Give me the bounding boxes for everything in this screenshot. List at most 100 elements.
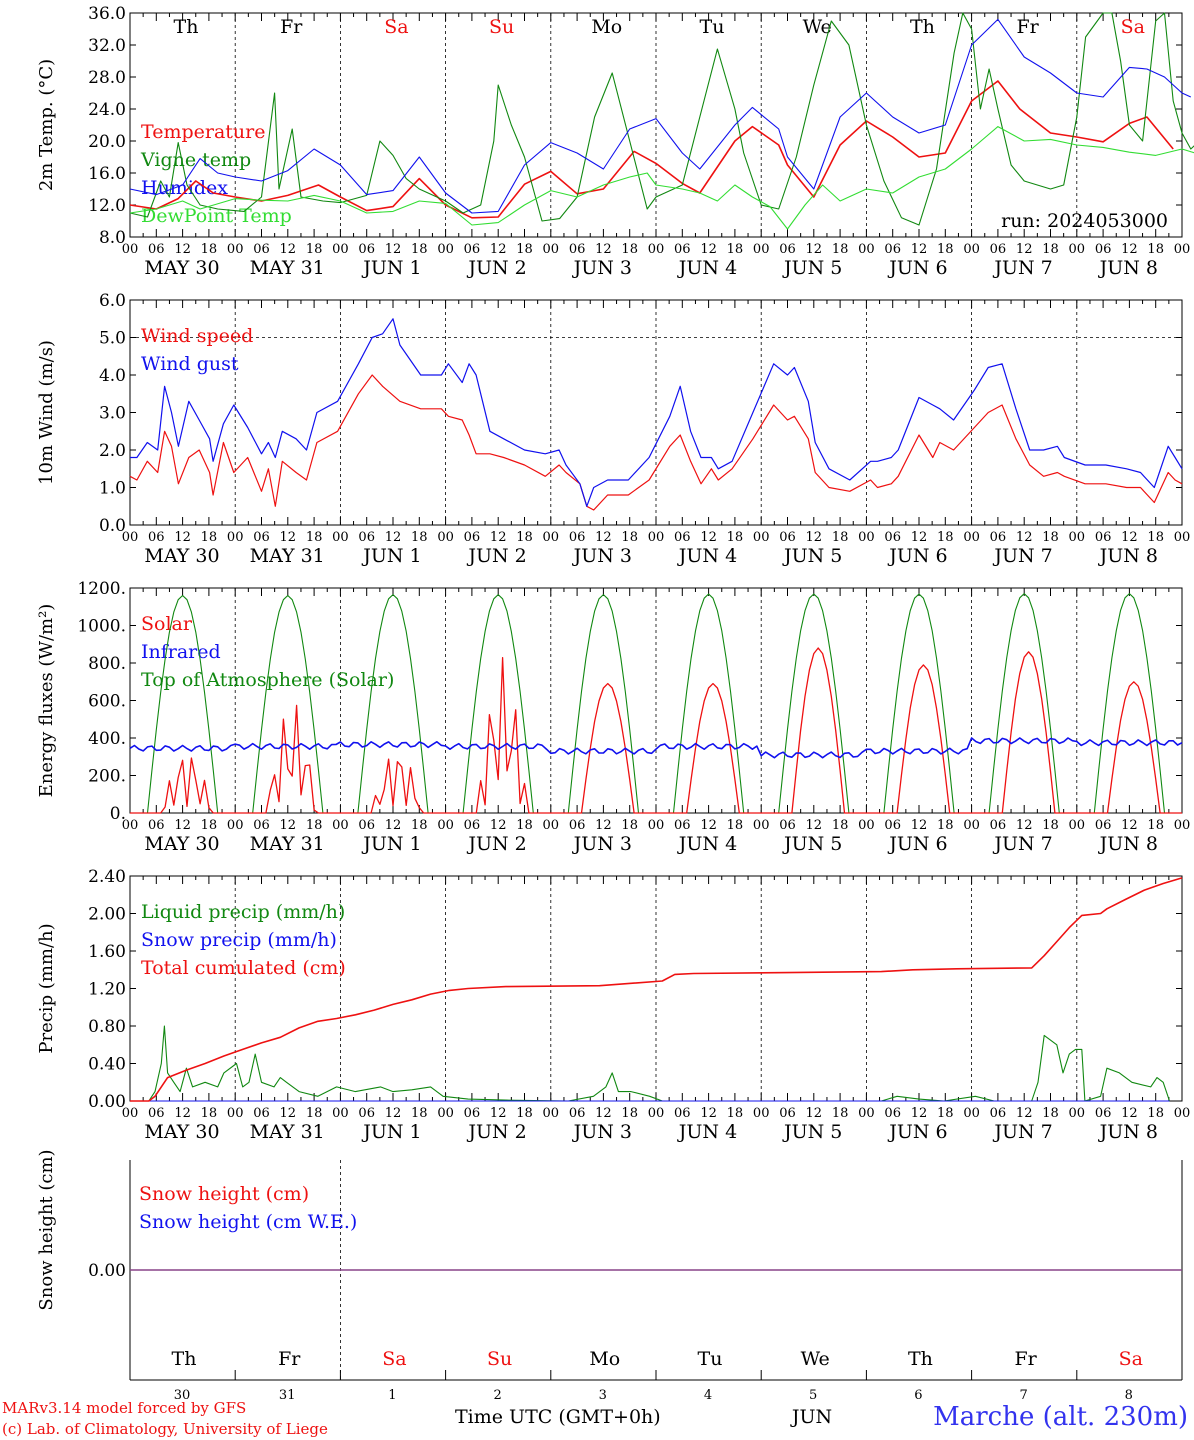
legend-infrared: Infrared — [141, 641, 221, 663]
hour-tick-label: 06 — [148, 1106, 165, 1121]
hour-tick-label: 18 — [201, 1106, 218, 1121]
hour-tick-label: 12 — [174, 242, 191, 257]
hour-tick-label: 12 — [385, 818, 402, 833]
hour-tick-label: 12 — [280, 530, 297, 545]
date-label: JUN 4 — [677, 833, 737, 855]
hour-tick-label: 00 — [1174, 530, 1191, 545]
hour-tick-label: 06 — [569, 1106, 586, 1121]
hour-tick-label: 00 — [227, 242, 244, 257]
hour-tick-label: 00 — [1069, 1106, 1086, 1121]
hour-tick-label: 06 — [779, 818, 796, 833]
hour-tick-label: 00 — [543, 818, 560, 833]
plot-frame-1 — [129, 299, 1183, 526]
hour-tick-label: 12 — [1016, 242, 1033, 257]
hour-tick-label: 00 — [543, 1106, 560, 1121]
hour-tick-label: 06 — [990, 1106, 1007, 1121]
hour-tick-label: 18 — [516, 818, 533, 833]
date-label: MAY 30 — [144, 1121, 219, 1143]
date-label: JUN 1 — [361, 257, 421, 279]
hour-tick-label: 06 — [569, 530, 586, 545]
hour-tick-label: 00 — [543, 530, 560, 545]
hour-tick-label: 00 — [437, 530, 454, 545]
hour-tick-label: 18 — [727, 1106, 744, 1121]
hour-tick-label: 00 — [332, 1106, 349, 1121]
hour-tick-label: 18 — [411, 530, 428, 545]
y-tick-label: 5.0 — [99, 329, 126, 349]
date-label: JUN 5 — [782, 1121, 842, 1143]
y-tick-label: 0.00 — [88, 1261, 126, 1281]
hour-tick-label: 12 — [700, 1106, 717, 1121]
y-tick-label: 36.0 — [88, 4, 126, 24]
hour-tick-label: 06 — [990, 530, 1007, 545]
hour-tick-label: 12 — [1121, 1106, 1138, 1121]
y-tick-label: 1.60 — [88, 942, 126, 962]
hour-tick-label: 06 — [1095, 818, 1112, 833]
hour-tick-label: 06 — [1095, 1106, 1112, 1121]
hour-tick-label: 06 — [884, 1106, 901, 1121]
series-dewpoint-temp — [129, 126, 1194, 230]
date-label: JUN 2 — [466, 257, 526, 279]
y-tick-label: 2.40 — [88, 867, 126, 887]
hour-tick-label: 06 — [779, 242, 796, 257]
date-label: JUN 5 — [782, 545, 842, 567]
day-number-label: 2 — [493, 1388, 501, 1403]
y-tick-label: 2.0 — [99, 441, 126, 461]
hour-tick-label: 12 — [700, 818, 717, 833]
date-label: JUN 3 — [572, 545, 632, 567]
hour-tick-label: 18 — [937, 1106, 954, 1121]
y-tick-label: 0.40 — [88, 1055, 126, 1075]
hour-tick-label: 18 — [306, 818, 323, 833]
legend-vigne-temp: Vigne temp — [140, 149, 251, 171]
weekday-label: We — [801, 1348, 830, 1370]
legend-snow-height-cm-w-e-: Snow height (cm W.E.) — [139, 1211, 357, 1233]
hour-tick-label: 12 — [490, 530, 507, 545]
day-number-label: 8 — [1125, 1388, 1133, 1403]
day-number-label: 30 — [174, 1388, 191, 1403]
hour-tick-label: 06 — [674, 242, 691, 257]
hour-tick-label: 06 — [464, 242, 481, 257]
hour-tick-label: 12 — [490, 818, 507, 833]
y-tick-label: 1000. — [77, 617, 126, 637]
hour-tick-label: 00 — [963, 530, 980, 545]
date-label: JUN 8 — [1098, 257, 1158, 279]
hour-tick-label: 12 — [700, 530, 717, 545]
series-solar — [130, 647, 1182, 814]
weekday-label: Th — [174, 16, 199, 38]
hour-tick-label: 06 — [358, 1106, 375, 1121]
hour-tick-label: 00 — [963, 242, 980, 257]
y-tick-label: 1.0 — [99, 479, 126, 499]
hour-tick-label: 12 — [911, 1106, 928, 1121]
hour-tick-label: 18 — [937, 530, 954, 545]
date-label: JUN 7 — [992, 833, 1052, 855]
hour-tick-label: 00 — [858, 1106, 875, 1121]
series-wind-speed — [129, 374, 1183, 511]
series-liquid-precip-mm-h- — [130, 1025, 1171, 1102]
legend-total-cumulated-cm-: Total cumulated (cm) — [141, 957, 346, 979]
hour-tick-label: 18 — [201, 530, 218, 545]
day-number-label: 6 — [914, 1388, 922, 1403]
weekday-label: Tu — [698, 1348, 723, 1370]
hour-tick-label: 00 — [122, 242, 139, 257]
hour-tick-label: 12 — [280, 1106, 297, 1121]
y-tick-label: 20.0 — [88, 132, 126, 152]
hour-tick-label: 00 — [648, 242, 665, 257]
hour-tick-label: 18 — [1042, 1106, 1059, 1121]
hour-tick-label: 12 — [595, 242, 612, 257]
hour-tick-label: 06 — [779, 530, 796, 545]
y-tick-label: 2.00 — [88, 905, 126, 925]
hour-tick-label: 06 — [569, 818, 586, 833]
hour-tick-label: 00 — [543, 242, 560, 257]
date-label: MAY 31 — [250, 833, 325, 855]
hour-tick-label: 06 — [779, 1106, 796, 1121]
weekday-label: Fr — [1016, 16, 1039, 38]
y-tick-label: 12.0 — [88, 196, 126, 216]
day-number-label: 4 — [704, 1388, 712, 1403]
day-number-label: 7 — [1019, 1388, 1027, 1403]
hour-tick-label: 00 — [648, 818, 665, 833]
hour-tick-label: 18 — [832, 530, 849, 545]
hour-tick-label: 00 — [963, 1106, 980, 1121]
date-label: MAY 31 — [250, 257, 325, 279]
time-axis-label: Time UTC (GMT+0h) — [455, 1406, 661, 1428]
hour-tick-label: 06 — [358, 242, 375, 257]
date-label: JUN 2 — [466, 1121, 526, 1143]
